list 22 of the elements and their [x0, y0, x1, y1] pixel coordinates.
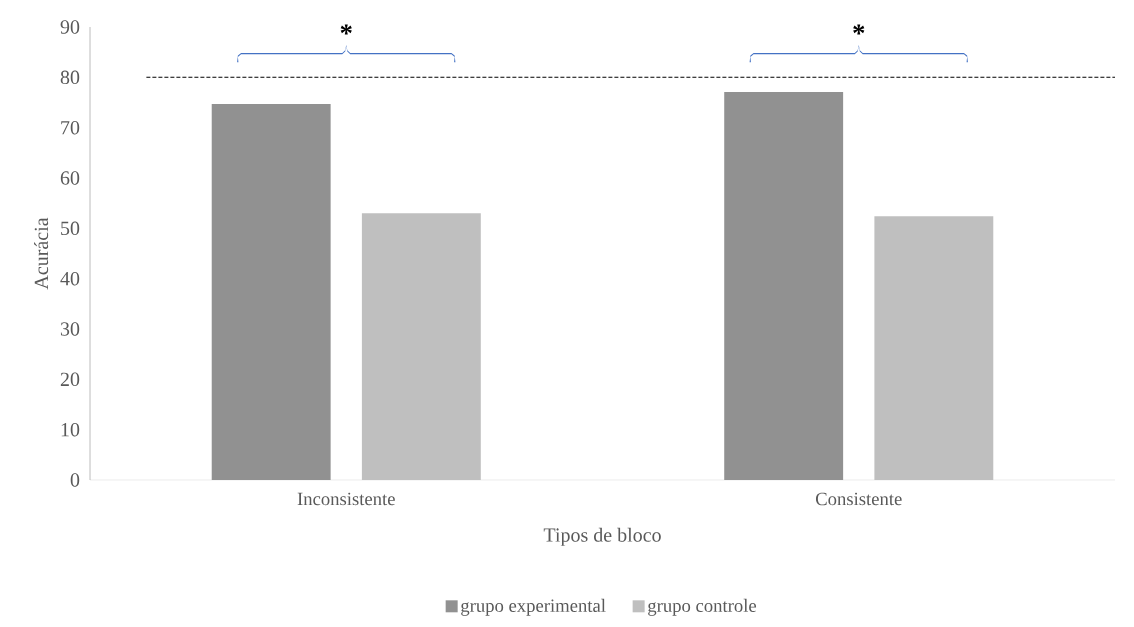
- legend-label: grupo controle: [648, 598, 757, 616]
- y-tick-label: 60: [60, 171, 80, 185]
- y-tick-label: 80: [60, 70, 80, 85]
- y-tick-label: 30: [60, 322, 80, 336]
- y-tick-label: 20: [60, 372, 80, 387]
- bar: [361, 213, 481, 480]
- bar: [211, 104, 331, 480]
- bar: [724, 91, 844, 480]
- y-tick-label: 40: [60, 271, 80, 286]
- y-tick-label: 0: [70, 473, 80, 487]
- y-tick-label: 10: [61, 422, 80, 437]
- y-tick-label: 90: [60, 20, 80, 34]
- bar: [874, 216, 994, 480]
- x-axis-title: Tipos de bloco: [543, 527, 661, 546]
- y-tick-label: 70: [61, 120, 80, 135]
- y-axis-title: Acurácia: [34, 217, 49, 290]
- x-tick-label: Consistente: [815, 492, 902, 506]
- annotation: *: [853, 24, 865, 35]
- legend-label: grupo experimental: [461, 598, 606, 616]
- x-tick-label: Inconsistente: [297, 492, 395, 506]
- annotation: *: [340, 24, 352, 35]
- y-tick-label: 50: [61, 221, 80, 236]
